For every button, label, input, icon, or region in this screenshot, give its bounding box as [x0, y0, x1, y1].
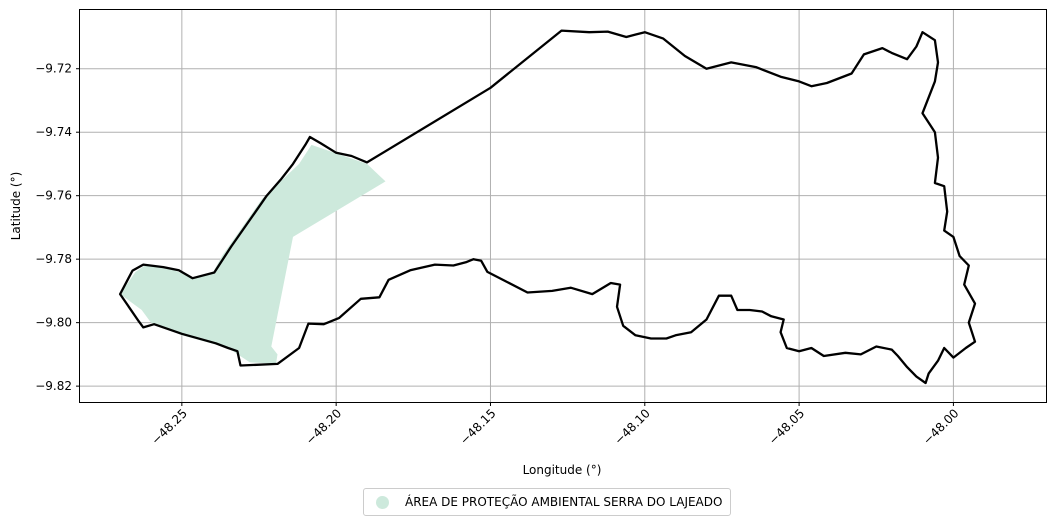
plot-frame — [79, 9, 1047, 403]
protected-area-polygon — [120, 144, 386, 364]
y-tick-label: −9.78 — [35, 252, 72, 266]
legend-label: ÁREA DE PROTEÇÃO AMBIENTAL SERRA DO LAJE… — [405, 495, 723, 509]
y-tick-label: −9.76 — [35, 189, 72, 203]
y-tick-label: −9.80 — [35, 316, 72, 330]
legend: ÁREA DE PROTEÇÃO AMBIENTAL SERRA DO LAJE… — [363, 488, 732, 516]
municipality-boundary-outline — [118, 29, 977, 385]
x-axis-label: Longitude (°) — [523, 463, 602, 477]
y-axis-label: Latitude (°) — [9, 172, 23, 241]
y-tick-label: −9.72 — [35, 62, 72, 76]
y-tick-label: −9.82 — [35, 379, 72, 393]
y-tick-label: −9.74 — [35, 125, 72, 139]
legend-marker-icon — [376, 495, 389, 509]
